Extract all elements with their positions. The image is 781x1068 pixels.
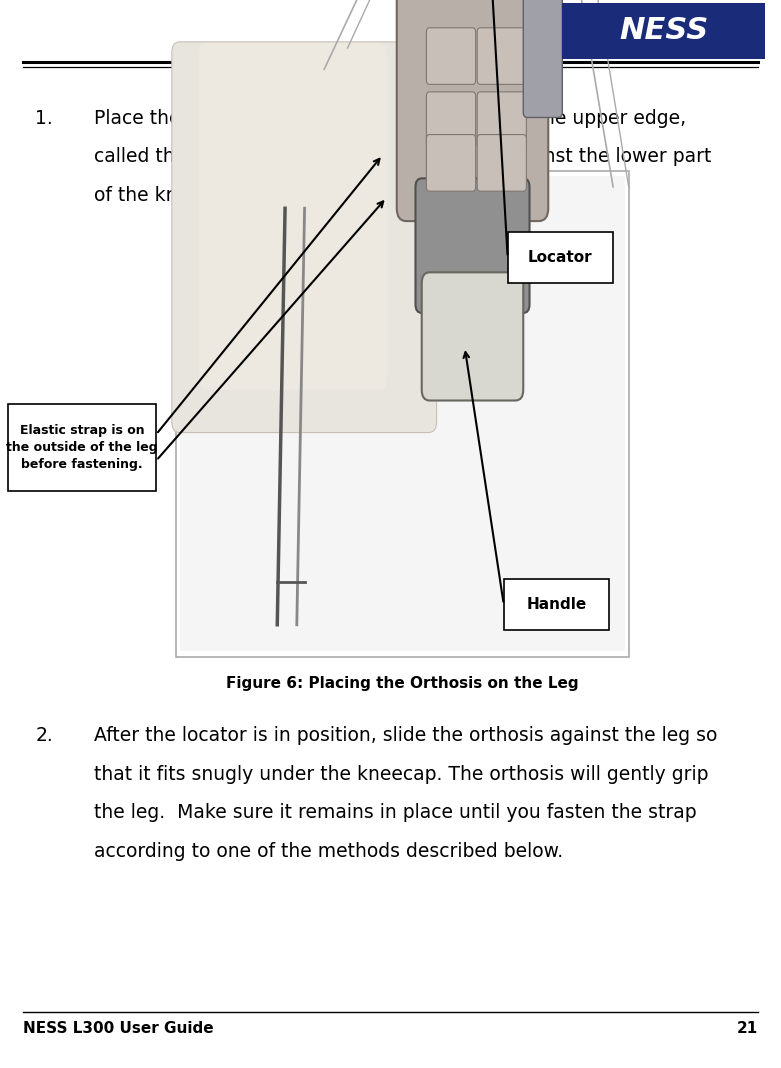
FancyBboxPatch shape [422, 272, 523, 400]
FancyBboxPatch shape [426, 135, 476, 191]
FancyBboxPatch shape [426, 92, 476, 148]
FancyBboxPatch shape [8, 404, 156, 491]
FancyBboxPatch shape [415, 178, 530, 313]
Text: Locator: Locator [528, 250, 593, 265]
Text: 21: 21 [736, 1021, 758, 1036]
Text: 1.: 1. [35, 109, 53, 128]
FancyBboxPatch shape [504, 579, 609, 630]
FancyBboxPatch shape [172, 42, 437, 433]
FancyBboxPatch shape [477, 28, 526, 84]
Text: NESS L300 User Guide: NESS L300 User Guide [23, 1021, 214, 1036]
Text: the leg.  Make sure it remains in place until you fasten the strap: the leg. Make sure it remains in place u… [94, 803, 697, 822]
Text: 2.: 2. [35, 726, 53, 745]
FancyBboxPatch shape [397, 0, 548, 221]
Text: that it fits snugly under the kneecap. The orthosis will gently grip: that it fits snugly under the kneecap. T… [94, 765, 708, 784]
FancyBboxPatch shape [176, 171, 629, 657]
FancyBboxPatch shape [562, 3, 765, 59]
FancyBboxPatch shape [523, 0, 562, 117]
Text: Place the orthosis onto the leg, with the "U" of the upper edge,: Place the orthosis onto the leg, with th… [94, 109, 686, 128]
Text: After the locator is in position, slide the orthosis against the leg so: After the locator is in position, slide … [94, 726, 717, 745]
FancyBboxPatch shape [199, 43, 387, 390]
Text: of the kneecap, as in Figure 6.: of the kneecap, as in Figure 6. [94, 186, 377, 205]
FancyBboxPatch shape [508, 232, 613, 283]
Text: according to one of the methods described below.: according to one of the methods describe… [94, 842, 563, 861]
Text: NESS: NESS [619, 16, 708, 46]
FancyBboxPatch shape [477, 92, 526, 148]
Text: Handle: Handle [526, 597, 587, 612]
FancyBboxPatch shape [426, 28, 476, 84]
FancyBboxPatch shape [180, 176, 625, 651]
FancyBboxPatch shape [406, 0, 539, 16]
Text: Elastic strap is on
the outside of the leg
before fastening.: Elastic strap is on the outside of the l… [6, 424, 158, 471]
Text: called the Locator, snugly, but comfortably against the lower part: called the Locator, snugly, but comforta… [94, 147, 711, 167]
Text: Figure 6: Placing the Orthosis on the Leg: Figure 6: Placing the Orthosis on the Le… [226, 676, 579, 691]
FancyBboxPatch shape [477, 135, 526, 191]
